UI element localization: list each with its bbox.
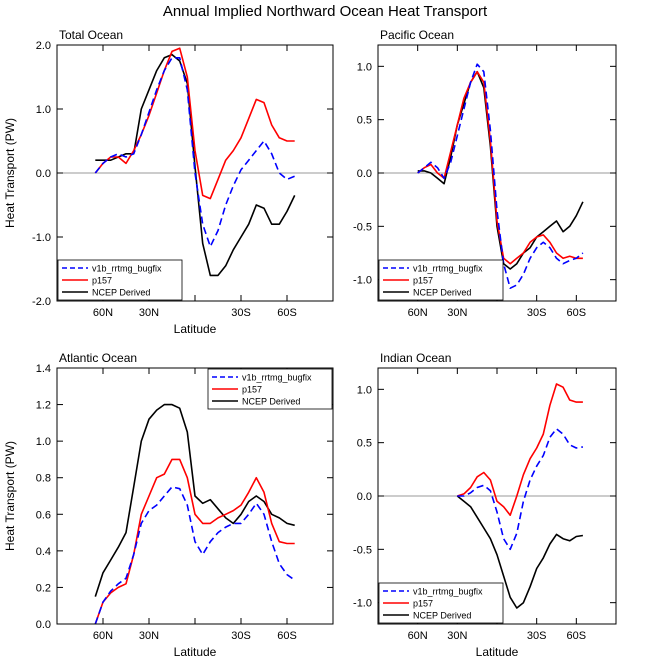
panel-indian-ocean: -1.0 -0.5 0.0 0.5 1.0 60N 30N 30S 60S Indian Ocea… xyxy=(353,351,617,659)
series-line-ncep-derived xyxy=(94,403,295,597)
y-tick-label: 0.0 xyxy=(357,491,372,503)
plot-frame xyxy=(56,367,334,625)
panel-atlantic-ocean: 0.0 0.2 0.4 0.6 0.8 1.0 1.2 1.4 60N 30N 30S 60S Atla… xyxy=(3,351,334,659)
y-tick-label: 1.4 xyxy=(36,363,51,375)
x-tick-label: 60N xyxy=(93,307,113,319)
series-line-v1b-rrtmg-bugfix xyxy=(457,427,584,551)
y-tick-label: 1.2 xyxy=(36,400,51,412)
y-tick-label: 0.0 xyxy=(36,619,51,631)
legend-label: v1b_rrtmg_bugfix xyxy=(242,373,312,383)
series-line-p157 xyxy=(94,47,295,200)
x-tick-label: 30N xyxy=(447,630,467,642)
y-tick-label: 1.0 xyxy=(36,104,51,116)
x-tick-label: 30S xyxy=(527,630,547,642)
x-tick-label: 30N xyxy=(447,307,467,319)
x-tick-label: 60S xyxy=(567,307,587,319)
legend-label: NCEP Derived xyxy=(413,288,471,298)
legend-label: NCEP Derived xyxy=(413,611,471,621)
x-tick-label: 60N xyxy=(93,630,113,642)
y-tick-label: 0.5 xyxy=(357,438,372,450)
y-tick-label: -0.5 xyxy=(353,221,372,233)
y-tick-label: -0.5 xyxy=(353,544,372,556)
plot-frame xyxy=(377,44,617,302)
x-axis-label: Latitude xyxy=(174,322,217,336)
x-axis-label: Latitude xyxy=(476,645,519,659)
panel-title: Atlantic Ocean xyxy=(59,351,137,365)
y-tick-label: 2.0 xyxy=(36,40,51,52)
series-line-ncep-derived xyxy=(456,495,584,609)
series-line-p157 xyxy=(94,458,295,624)
y-tick-label: 1.0 xyxy=(357,61,372,73)
series-line-v1b-rrtmg-bugfix xyxy=(417,63,584,290)
legend: v1b_rrtmg_bugfix p157 NCEP Derived xyxy=(57,259,183,301)
y-tick-label: 0.8 xyxy=(36,473,51,485)
legend-label: NCEP Derived xyxy=(92,288,150,298)
legend-label: v1b_rrtmg_bugfix xyxy=(413,264,483,274)
panel-pacific-ocean: -1.0 -0.5 0.0 0.5 1.0 60N 30N 30S 60S Pacific Oce… xyxy=(353,28,617,319)
y-tick-label: 0.2 xyxy=(36,582,51,594)
x-tick-label: 30N xyxy=(139,307,159,319)
series-line-v1b-rrtmg-bugfix xyxy=(94,486,296,624)
y-axis-label: Heat Transport (PW) xyxy=(3,441,17,551)
legend: v1b_rrtmg_bugfix p157 NCEP Derived xyxy=(378,582,504,624)
series-line-ncep-derived xyxy=(417,70,584,270)
legend-label: p157 xyxy=(92,276,112,286)
y-tick-label: -1.0 xyxy=(32,232,51,244)
x-tick-label: 60S xyxy=(277,307,297,319)
legend-label: v1b_rrtmg_bugfix xyxy=(413,587,483,597)
legend-label: v1b_rrtmg_bugfix xyxy=(92,264,162,274)
y-tick-label: 0.4 xyxy=(36,546,51,558)
legend-label: p157 xyxy=(242,385,262,395)
y-tick-label: -1.0 xyxy=(353,598,372,610)
plot-frame xyxy=(377,367,617,625)
series-line-p157 xyxy=(457,383,583,517)
legend-label: NCEP Derived xyxy=(242,397,300,407)
x-tick-label: 60N xyxy=(408,630,428,642)
x-tick-label: 60S xyxy=(567,630,587,642)
series-line-v1b-rrtmg-bugfix xyxy=(94,56,296,248)
legend-label: p157 xyxy=(413,276,433,286)
panel-title: Total Ocean xyxy=(59,28,123,42)
x-tick-label: 30S xyxy=(527,307,547,319)
x-tick-label: 60N xyxy=(408,307,428,319)
x-tick-label: 30S xyxy=(231,630,251,642)
y-axis-label: Heat Transport (PW) xyxy=(3,118,17,228)
y-tick-label: 0.6 xyxy=(36,509,51,521)
y-tick-label: 1.0 xyxy=(357,384,372,396)
panel-title: Pacific Ocean xyxy=(380,28,454,42)
y-tick-label: -1.0 xyxy=(353,275,372,287)
x-tick-label: 30N xyxy=(139,630,159,642)
y-tick-label: 1.0 xyxy=(36,436,51,448)
figure-title: Annual Implied Northward Ocean Heat Tran… xyxy=(162,3,488,20)
x-axis-label: Latitude xyxy=(174,645,217,659)
y-tick-label: -2.0 xyxy=(32,296,51,308)
y-tick-label: 0.0 xyxy=(36,168,51,180)
legend: v1b_rrtmg_bugfix p157 NCEP Derived xyxy=(378,259,504,301)
plot-frame xyxy=(56,44,334,302)
panel-title: Indian Ocean xyxy=(380,351,451,365)
x-tick-label: 30S xyxy=(231,307,251,319)
panel-total-ocean: -2.0 -1.0 0.0 1.0 2.0 60N 30N 30S 60S Total Ocean… xyxy=(3,28,334,336)
legend: v1b_rrtmg_bugfix p157 NCEP Derived xyxy=(207,368,333,410)
y-tick-label: 0.0 xyxy=(357,168,372,180)
legend-label: p157 xyxy=(413,599,433,609)
y-tick-label: 0.5 xyxy=(357,115,372,127)
x-tick-label: 60S xyxy=(277,630,297,642)
